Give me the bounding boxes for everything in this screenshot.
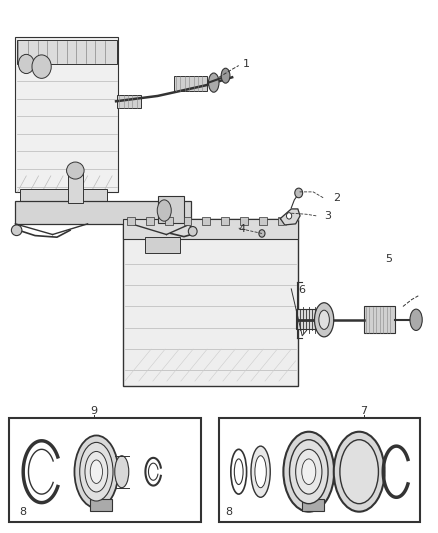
- Circle shape: [295, 188, 303, 198]
- Bar: [68, 171, 83, 203]
- Bar: [117, 95, 141, 108]
- Ellipse shape: [251, 446, 270, 497]
- Bar: [123, 219, 298, 386]
- Bar: [165, 217, 173, 225]
- Bar: [158, 196, 184, 223]
- Ellipse shape: [314, 303, 334, 337]
- Ellipse shape: [296, 449, 322, 494]
- Bar: [15, 201, 191, 224]
- Ellipse shape: [157, 200, 171, 221]
- Bar: [296, 309, 321, 329]
- Bar: [184, 217, 191, 225]
- Bar: [202, 217, 210, 225]
- Ellipse shape: [90, 460, 102, 483]
- Circle shape: [286, 213, 292, 219]
- Text: 8: 8: [20, 507, 27, 516]
- Ellipse shape: [340, 440, 378, 504]
- Ellipse shape: [208, 73, 219, 92]
- Text: 2: 2: [333, 193, 340, 203]
- Bar: [259, 217, 267, 225]
- Bar: [123, 219, 298, 239]
- Text: 4: 4: [238, 224, 245, 234]
- Bar: [90, 499, 112, 511]
- Circle shape: [259, 230, 265, 237]
- Text: 6: 6: [298, 286, 305, 295]
- Bar: [17, 40, 117, 64]
- Ellipse shape: [80, 442, 113, 501]
- Text: 5: 5: [385, 254, 392, 263]
- Bar: [127, 217, 135, 225]
- Text: 3: 3: [324, 211, 331, 221]
- Text: 9: 9: [91, 407, 98, 416]
- Ellipse shape: [290, 440, 328, 504]
- Ellipse shape: [283, 432, 334, 512]
- Bar: [146, 217, 154, 225]
- Bar: [240, 217, 248, 225]
- Bar: [219, 418, 420, 522]
- Ellipse shape: [302, 459, 316, 484]
- Ellipse shape: [85, 451, 108, 492]
- Ellipse shape: [74, 435, 118, 508]
- Text: 1: 1: [243, 59, 250, 69]
- Bar: [13, 16, 241, 237]
- Bar: [174, 76, 207, 91]
- Bar: [278, 217, 286, 225]
- Bar: [364, 306, 395, 333]
- Ellipse shape: [188, 227, 197, 236]
- Ellipse shape: [115, 456, 129, 488]
- Ellipse shape: [18, 54, 34, 74]
- Ellipse shape: [221, 68, 230, 83]
- Bar: [302, 499, 324, 511]
- Text: 7: 7: [360, 407, 367, 416]
- Ellipse shape: [319, 310, 329, 329]
- Bar: [20, 189, 107, 203]
- Ellipse shape: [410, 309, 422, 330]
- Bar: [221, 217, 229, 225]
- Ellipse shape: [11, 225, 22, 236]
- Text: 8: 8: [226, 507, 233, 516]
- Ellipse shape: [67, 162, 84, 179]
- Bar: [145, 237, 180, 253]
- Polygon shape: [280, 209, 300, 225]
- Bar: [9, 418, 201, 522]
- Ellipse shape: [255, 456, 266, 488]
- Ellipse shape: [334, 432, 385, 512]
- Bar: [15, 37, 118, 192]
- Ellipse shape: [234, 459, 243, 484]
- Ellipse shape: [32, 55, 51, 78]
